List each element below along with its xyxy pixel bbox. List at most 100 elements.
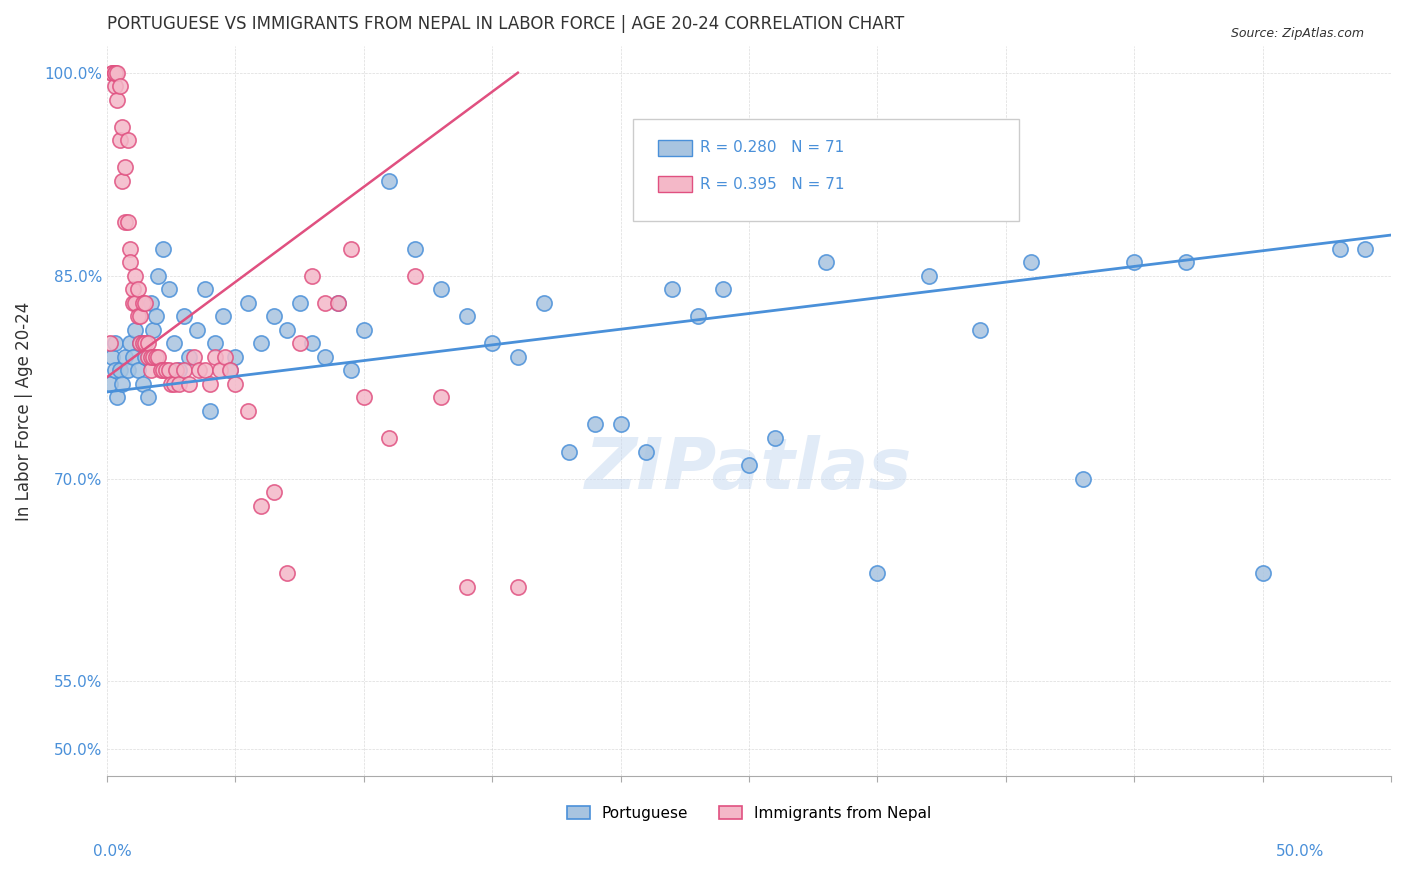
Point bbox=[198, 376, 221, 391]
Point bbox=[163, 336, 186, 351]
Point bbox=[763, 431, 786, 445]
Point bbox=[353, 323, 375, 337]
Point bbox=[105, 66, 128, 80]
Point bbox=[969, 323, 991, 337]
Point bbox=[506, 580, 529, 594]
Point bbox=[238, 295, 260, 310]
Point bbox=[263, 310, 285, 324]
Point bbox=[152, 242, 174, 256]
Point bbox=[98, 336, 121, 351]
Point bbox=[193, 363, 215, 377]
Point bbox=[98, 376, 121, 391]
Text: Source: ZipAtlas.com: Source: ZipAtlas.com bbox=[1230, 27, 1364, 40]
Point bbox=[124, 295, 146, 310]
Text: R = 0.280   N = 71: R = 0.280 N = 71 bbox=[700, 140, 845, 155]
Point bbox=[661, 282, 683, 296]
Point bbox=[224, 350, 246, 364]
Point bbox=[155, 363, 177, 377]
Point bbox=[404, 242, 426, 256]
Point bbox=[918, 268, 941, 283]
Point bbox=[1329, 242, 1351, 256]
Point bbox=[152, 363, 174, 377]
Point bbox=[145, 310, 167, 324]
Point bbox=[193, 282, 215, 296]
Point bbox=[139, 363, 162, 377]
Point bbox=[481, 336, 503, 351]
Text: R = 0.395   N = 71: R = 0.395 N = 71 bbox=[700, 177, 845, 192]
Point bbox=[117, 214, 139, 228]
Point bbox=[117, 363, 139, 377]
Y-axis label: In Labor Force | Age 20-24: In Labor Force | Age 20-24 bbox=[15, 301, 32, 521]
Point bbox=[139, 350, 162, 364]
Point bbox=[132, 295, 155, 310]
Point bbox=[179, 350, 201, 364]
Point bbox=[127, 363, 149, 377]
Point bbox=[214, 350, 236, 364]
Point bbox=[120, 336, 142, 351]
Point bbox=[219, 363, 242, 377]
Point bbox=[250, 499, 273, 513]
Point bbox=[1251, 566, 1274, 581]
Point bbox=[157, 282, 180, 296]
Point bbox=[148, 350, 170, 364]
Point bbox=[114, 214, 136, 228]
Point bbox=[430, 391, 453, 405]
Point bbox=[173, 363, 195, 377]
Point bbox=[533, 295, 555, 310]
Point bbox=[149, 363, 172, 377]
Point bbox=[738, 458, 761, 472]
Point bbox=[1021, 255, 1043, 269]
Point bbox=[101, 350, 124, 364]
Point bbox=[129, 336, 152, 351]
Point bbox=[558, 444, 581, 458]
Point bbox=[105, 93, 128, 107]
Point bbox=[117, 133, 139, 147]
Point bbox=[1123, 255, 1146, 269]
Point bbox=[288, 295, 311, 310]
Point bbox=[104, 66, 127, 80]
Point bbox=[263, 485, 285, 500]
Point bbox=[139, 295, 162, 310]
Point bbox=[1071, 472, 1094, 486]
Point bbox=[148, 268, 170, 283]
Point bbox=[204, 336, 226, 351]
Point bbox=[114, 350, 136, 364]
Text: PORTUGUESE VS IMMIGRANTS FROM NEPAL IN LABOR FORCE | AGE 20-24 CORRELATION CHART: PORTUGUESE VS IMMIGRANTS FROM NEPAL IN L… bbox=[107, 15, 904, 33]
Point bbox=[104, 363, 127, 377]
Point bbox=[163, 376, 186, 391]
Point bbox=[815, 255, 838, 269]
Point bbox=[583, 417, 606, 432]
Point bbox=[224, 376, 246, 391]
Point bbox=[276, 566, 298, 581]
Point bbox=[108, 363, 131, 377]
Point bbox=[404, 268, 426, 283]
Point bbox=[506, 350, 529, 364]
Point bbox=[121, 350, 143, 364]
Point bbox=[636, 444, 658, 458]
Point bbox=[188, 363, 211, 377]
Point bbox=[353, 391, 375, 405]
Point bbox=[326, 295, 349, 310]
Point bbox=[250, 336, 273, 351]
Point bbox=[378, 174, 401, 188]
Point bbox=[142, 323, 165, 337]
Point bbox=[167, 363, 190, 377]
Point bbox=[198, 404, 221, 418]
Legend: Portuguese, Immigrants from Nepal: Portuguese, Immigrants from Nepal bbox=[561, 800, 938, 827]
Text: 50.0%: 50.0% bbox=[1277, 845, 1324, 859]
Point bbox=[104, 336, 127, 351]
Point bbox=[378, 431, 401, 445]
Point bbox=[134, 350, 156, 364]
Point bbox=[127, 310, 149, 324]
Point bbox=[326, 295, 349, 310]
Point bbox=[204, 350, 226, 364]
Point bbox=[711, 282, 734, 296]
Point bbox=[101, 66, 124, 80]
Point bbox=[1354, 242, 1376, 256]
Point bbox=[124, 323, 146, 337]
Point bbox=[686, 310, 709, 324]
Point bbox=[301, 336, 323, 351]
Point bbox=[238, 404, 260, 418]
Point bbox=[301, 268, 323, 283]
Text: ZIPatlas: ZIPatlas bbox=[585, 435, 912, 504]
